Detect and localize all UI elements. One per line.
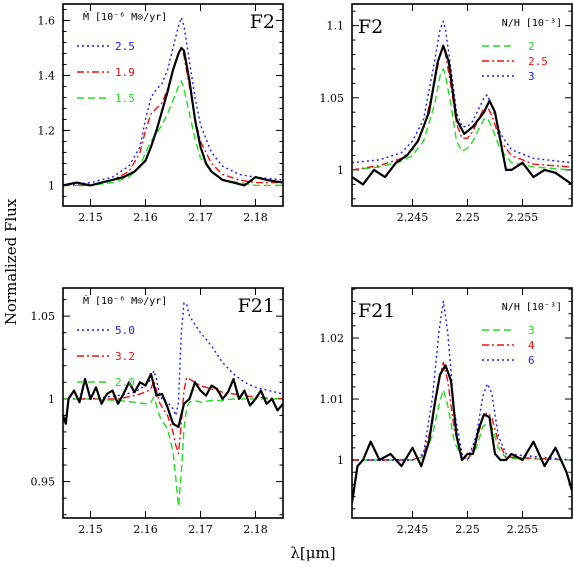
series-line-2.0 [63,396,283,508]
legend-label: 2.5 [115,40,135,53]
x-tick-label: 2.17 [188,523,213,536]
legend-title: Ṁ [10⁻⁶ M⊙/yr] [83,294,167,307]
panel-1: 2.15 2.16 2.17 2.18 1 1.2 1.4 1.6 F2 Ṁ [10⁻⁶ M⊙/y… [38,3,284,224]
legend-label: 1.9 [115,66,135,79]
x-tick-label: 2.15 [78,523,103,536]
legend-label: 2.5 [528,55,548,68]
panel-title: F21 [238,295,275,317]
legend-label: 3.2 [115,350,135,363]
series-line-6 [352,300,572,461]
panel-title: F21 [358,300,395,322]
panel-3: 2.15 2.16 2.17 2.18 0.95 1 1.05 F21 Ṁ [10⁻⁶ M⊙/y… [31,287,284,536]
y-tick-label: 1.2 [38,124,56,137]
legend-label: 3 [528,324,535,337]
x-tick-label: 2.18 [243,211,268,224]
y-tick-label: 1.6 [38,14,56,27]
y-tick-label: 1 [337,454,344,467]
x-tick-label: 2.15 [78,211,103,224]
y-tick-label: 1 [48,393,55,406]
legend-title: N/H [10⁻³] [502,302,562,313]
x-tick-label: 2.245 [397,523,429,536]
observed-spectrum-line [63,372,283,429]
panel-title: F2 [358,16,383,38]
series-line-3.2 [63,376,283,455]
panel-frame [351,3,573,207]
series-line-4 [352,361,572,461]
series-line-3 [352,389,572,461]
x-axis-label: λ[μm] [290,544,335,562]
x-tick-label: 2.17 [188,211,213,224]
y-tick-label: 1.02 [320,332,345,345]
y-tick-label: 1.05 [31,310,56,323]
legend-label: 2 [528,40,535,53]
panel-2: 2.245 2.25 2.255 1 1.05 1.1 F2 N/H [10⁻³] 2 2.5 3 [320,3,573,224]
series-group [352,20,572,186]
panel-frame [62,287,284,519]
y-tick-label: 1.1 [327,20,345,33]
series-group [63,302,283,508]
series-line-1.9 [63,47,283,187]
y-tick-label: 1.01 [320,393,345,406]
y-tick-label: 1 [48,179,55,192]
legend-label: 5.0 [115,324,135,337]
x-tick-label: 2.255 [507,211,539,224]
panel-frame [351,287,573,519]
legend-title: Ṁ [10⁻⁶ M⊙/yr] [83,10,167,23]
x-tick-label: 2.255 [507,523,539,536]
x-tick-label: 2.25 [455,523,480,536]
x-tick-label: 2.245 [397,211,429,224]
panel-frame [62,3,284,207]
observed-spectrum-line [352,364,572,503]
series-group [63,17,283,187]
observed-spectrum-line [352,44,572,186]
legend-label: 2.0 [115,376,135,389]
series-line-3 [352,20,572,164]
x-tick-label: 2.16 [133,523,158,536]
panel-title: F2 [250,11,275,33]
series-line-1.5 [63,80,283,187]
panel-4: 2.245 2.25 2.255 1 1.01 1.02 F21 N/H [10⁻³] 3 4 6 [320,287,573,536]
x-tick-label: 2.25 [455,211,480,224]
legend-label: 6 [528,354,535,367]
series-line-2 [352,68,572,171]
legend-title: N/H [10⁻³] [502,18,562,29]
y-tick-label: 0.95 [31,476,56,489]
legend-label: 3 [528,70,535,83]
y-tick-label: 1.4 [38,69,56,82]
series-group [352,300,572,503]
y-tick-label: 1 [337,164,344,177]
legend-label: 4 [528,339,535,352]
x-tick-label: 2.16 [133,211,158,224]
legend-label: 1.5 [115,92,135,105]
y-axis-label: Normalized Flux [2,198,20,325]
y-tick-label: 1.05 [320,92,345,105]
x-tick-label: 2.18 [243,523,268,536]
series-line-2.5 [63,17,283,187]
observed-spectrum-line [63,46,283,187]
